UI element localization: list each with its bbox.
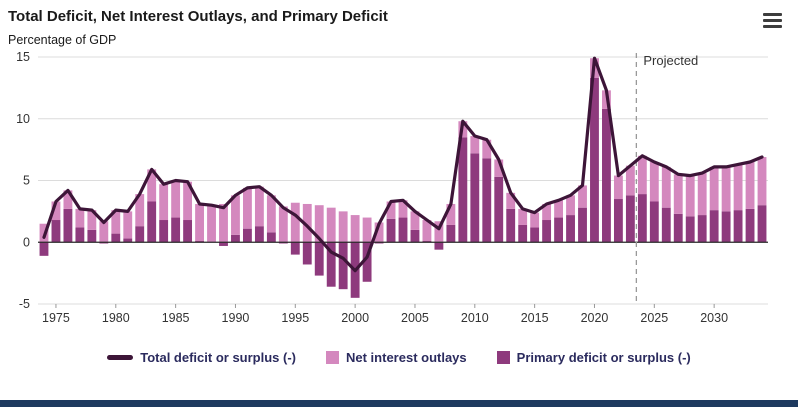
svg-text:0: 0	[23, 235, 30, 249]
legend: Total deficit or surplus (-) Net interes…	[0, 350, 798, 365]
legend-item-primary-deficit[interactable]: Primary deficit or surplus (-)	[496, 350, 691, 365]
svg-text:-5: -5	[19, 297, 30, 311]
svg-text:Projected: Projected	[643, 53, 698, 68]
svg-text:2010: 2010	[461, 311, 489, 325]
svg-text:1985: 1985	[162, 311, 190, 325]
svg-text:1995: 1995	[281, 311, 309, 325]
legend-item-total-deficit[interactable]: Total deficit or surplus (-)	[107, 350, 296, 365]
svg-text:2005: 2005	[401, 311, 429, 325]
net-interest-swatch-icon	[326, 351, 339, 364]
legend-label-primary-deficit: Primary deficit or surplus (-)	[516, 350, 691, 365]
svg-text:2020: 2020	[581, 311, 609, 325]
svg-text:15: 15	[16, 50, 30, 64]
line-swatch-icon	[107, 355, 134, 360]
svg-text:2000: 2000	[341, 311, 369, 325]
plot-area: -5 0 5 10 15 1975 1980 1985 1990 1995 2000 2005 2010…	[0, 49, 798, 334]
chart-header: Total Deficit, Net Interest Outlays, and…	[0, 0, 798, 28]
footer-bar	[0, 400, 798, 407]
chart-subtitle: Percentage of GDP	[8, 33, 117, 47]
hamburger-menu-icon[interactable]	[759, 6, 786, 35]
legend-item-net-interest[interactable]: Net interest outlays	[326, 350, 467, 365]
primary-deficit-swatch-icon	[496, 351, 510, 364]
svg-text:2030: 2030	[700, 311, 728, 325]
chart-title: Total Deficit, Net Interest Outlays, and…	[8, 8, 388, 25]
svg-text:1990: 1990	[222, 311, 250, 325]
svg-text:2015: 2015	[521, 311, 549, 325]
svg-text:10: 10	[16, 112, 30, 126]
svg-text:1975: 1975	[42, 311, 70, 325]
chart-plot: -5 0 5 10 15 1975 1980 1985 1990 1995 2000 2005 2010…	[16, 50, 768, 325]
legend-label-net-interest: Net interest outlays	[346, 350, 467, 365]
svg-text:5: 5	[23, 174, 30, 188]
svg-text:1980: 1980	[102, 311, 130, 325]
svg-text:2025: 2025	[640, 311, 668, 325]
legend-label-total-deficit: Total deficit or surplus (-)	[140, 350, 296, 365]
